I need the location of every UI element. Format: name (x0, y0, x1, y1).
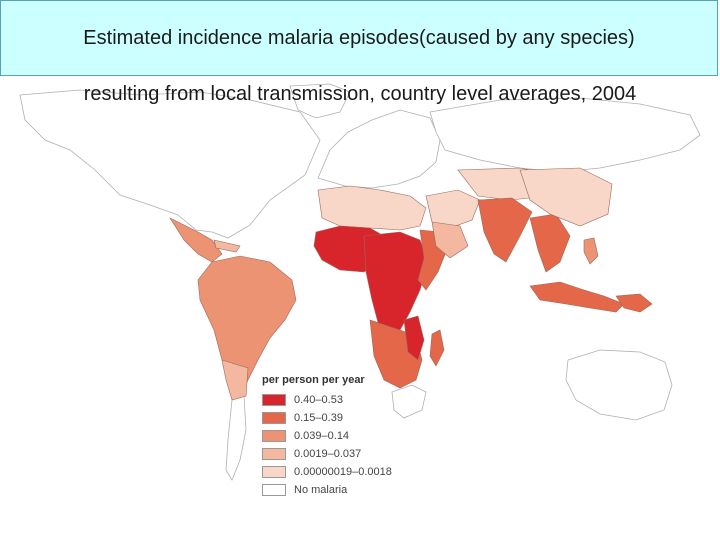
legend-label: 0.15–0.39 (294, 411, 343, 424)
legend-swatch (262, 483, 286, 496)
legend-swatch (262, 447, 286, 460)
south-asia (477, 197, 533, 263)
south-america (197, 255, 297, 399)
south-america-south (221, 359, 249, 401)
map-title: Estimated incidence malaria episodes(cau… (83, 27, 635, 49)
title-box: Estimated incidence malaria episodes(cau… (0, 0, 718, 76)
north-africa (317, 185, 427, 231)
legend-label: 0.039–0.14 (294, 429, 350, 442)
australia (565, 349, 673, 421)
legend-item: 0.0019–0.037 (262, 445, 392, 462)
legend-item: 0.15–0.39 (262, 409, 392, 426)
malaria-regions (169, 167, 653, 401)
madagascar (429, 329, 445, 367)
legend-label: No malaria (294, 483, 348, 496)
legend-item: 0.40–0.53 (262, 391, 392, 408)
legend-item: 0.00000019–0.0018 (262, 463, 392, 480)
legend-swatch (262, 393, 286, 406)
indonesia (529, 281, 625, 313)
central-africa (363, 231, 429, 331)
southeast-asia (529, 213, 571, 273)
legend-swatch (262, 465, 286, 478)
europe (317, 109, 441, 189)
legend-title: per person per year (262, 374, 365, 386)
arabia (431, 221, 469, 259)
legend-label: 0.00000019–0.0018 (294, 465, 392, 478)
mozambique (403, 315, 425, 361)
map-legend: per person per year 0.40–0.53 0.15–0.39 … (262, 374, 392, 499)
north-america (19, 89, 321, 239)
russia-north-asia (429, 97, 701, 173)
south-africa-nomalaria (391, 384, 427, 419)
legend-swatch (262, 429, 286, 442)
china (519, 167, 613, 227)
no-malaria-land (19, 83, 701, 481)
legend-label: 0.40–0.53 (294, 393, 343, 406)
greenland (289, 83, 351, 119)
papua (615, 293, 653, 313)
chile-argentina-south (225, 395, 247, 481)
central-america (169, 217, 223, 263)
legend-item: No malaria (262, 481, 392, 498)
caribbean (213, 239, 241, 253)
philippines (583, 237, 599, 265)
map-subtitle: resulting from local transmission, count… (83, 83, 637, 105)
legend-swatch (262, 411, 286, 424)
legend-item: 0.039–0.14 (262, 427, 392, 444)
legend-label: 0.0019–0.037 (294, 447, 362, 460)
